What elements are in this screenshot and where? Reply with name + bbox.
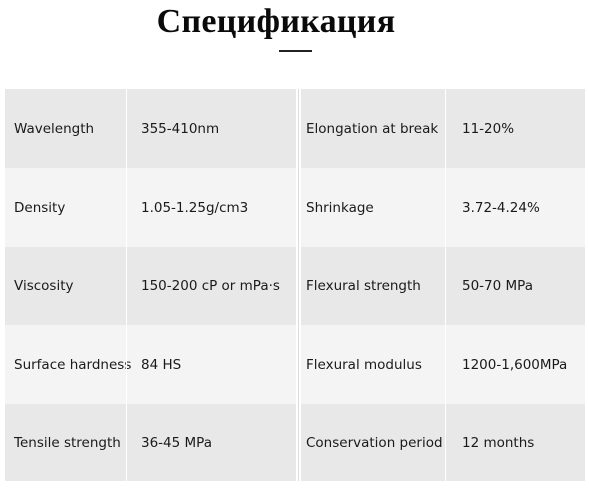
param-value: 36-45 MPa bbox=[141, 434, 212, 451]
param-label: Viscosity bbox=[14, 278, 74, 294]
param-label: Elongation at break bbox=[306, 120, 439, 137]
table-center-divider bbox=[298, 89, 299, 481]
param-value: 50-70 MPa bbox=[462, 278, 533, 294]
spec-table: Wavelength 355-410nm Elongation at break… bbox=[5, 89, 585, 481]
param-label: Tensile strength bbox=[14, 434, 121, 451]
param-value: 84 HS bbox=[141, 356, 182, 373]
param-label: Surface hardness bbox=[14, 356, 132, 373]
page-title: Спецификация bbox=[156, 3, 396, 40]
param-value: 1200-1,600MPa bbox=[462, 356, 568, 373]
param-value: 1.05-1.25g/cm3 bbox=[141, 199, 249, 216]
param-label: Conservation period bbox=[306, 434, 443, 451]
param-value: 12 months bbox=[462, 434, 535, 451]
param-label: Density bbox=[14, 199, 66, 216]
param-value: 3.72-4.24% bbox=[462, 199, 540, 216]
column-divider bbox=[126, 89, 127, 481]
param-value: 11-20% bbox=[462, 120, 515, 137]
table-row: Surface hardness 84 HS Flexural modulus … bbox=[5, 325, 585, 404]
title-underline bbox=[279, 50, 312, 52]
column-divider bbox=[445, 89, 446, 481]
table-row: Tensile strength 36-45 MPa Conservation … bbox=[5, 404, 585, 481]
param-value: 355-410nm bbox=[141, 120, 220, 137]
table-row: Viscosity 150-200 cP or mPa·s Flexural s… bbox=[5, 247, 585, 325]
table-row: Wavelength 355-410nm Elongation at break… bbox=[5, 89, 585, 168]
param-value: 150-200 cP or mPa·s bbox=[141, 278, 280, 294]
param-label: Flexural modulus bbox=[306, 356, 422, 373]
param-label: Flexural strength bbox=[306, 278, 421, 294]
table-row: Density 1.05-1.25g/cm3 Shrinkage 3.72-4.… bbox=[5, 168, 585, 247]
param-label: Shrinkage bbox=[306, 199, 374, 216]
param-label: Wavelength bbox=[14, 120, 95, 137]
